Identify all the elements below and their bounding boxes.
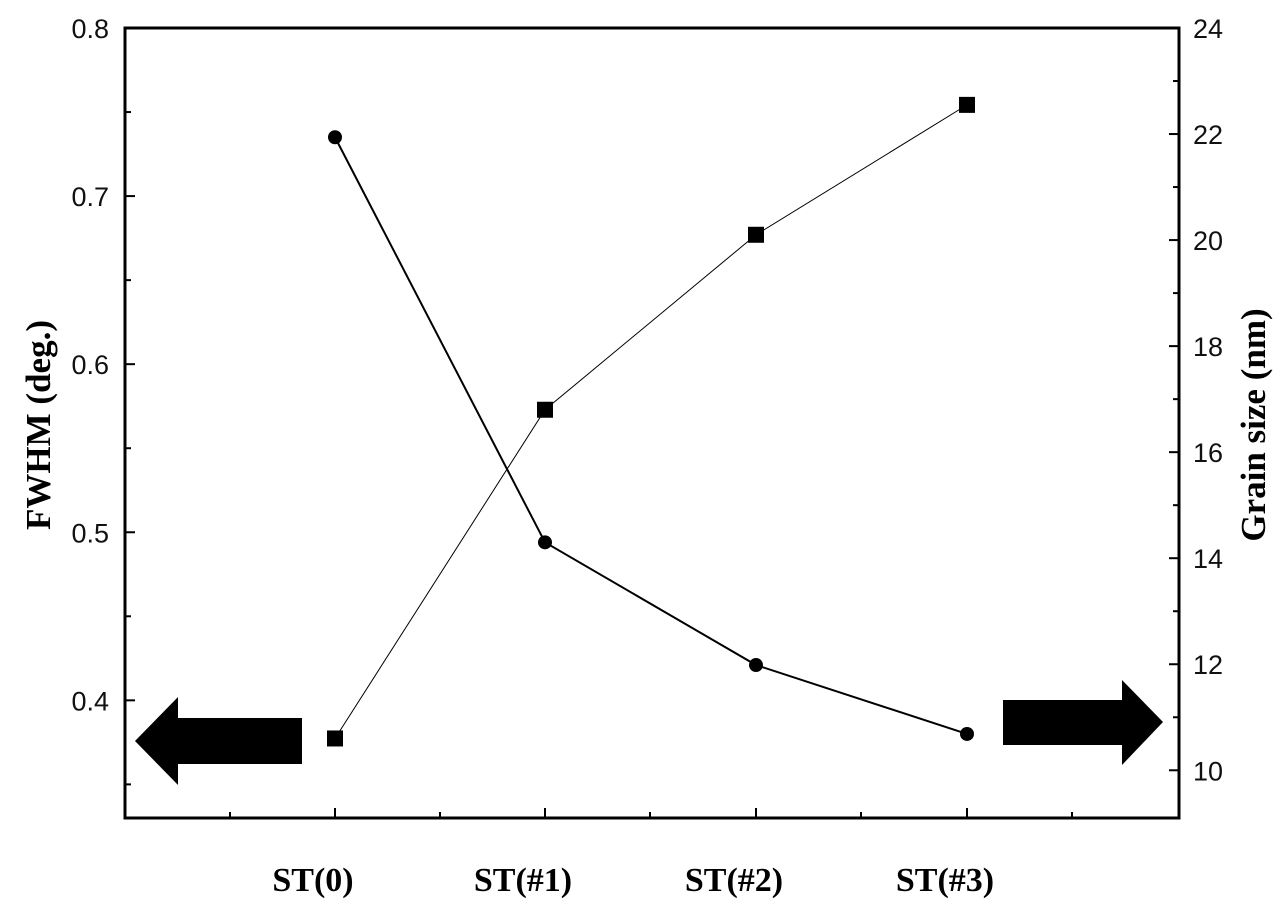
data-point-square (959, 96, 975, 113)
plot-frame (123, 26, 1181, 820)
arrow-right-icon (1003, 680, 1163, 765)
left-tick-label: 0.8 (71, 14, 109, 44)
right-axis-title: Grain size (nm) (1234, 308, 1273, 541)
left-axis-title: FWHM (deg.) (19, 320, 58, 530)
right-tick-label: 16 (1193, 438, 1223, 468)
right-tick-label: 24 (1193, 14, 1223, 44)
data-point-square (537, 401, 553, 418)
x-axis-ticks: ST(0) ST(#1) ST(#2) ST(#3) (229, 808, 1073, 899)
data-point-circle (538, 535, 552, 550)
category-label: ST(#3) (896, 862, 994, 899)
data-point-square (327, 730, 343, 747)
left-axis-ticks: 0.4 0.5 0.6 0.7 0.8 (71, 14, 135, 786)
data-point-circle (328, 130, 342, 145)
right-tick-label: 14 (1193, 544, 1223, 574)
series-line-square (334, 104, 968, 739)
left-tick-label: 0.4 (71, 686, 109, 716)
data-point-circle (749, 658, 763, 673)
left-tick-label: 0.6 (71, 350, 109, 380)
right-tick-label: 12 (1193, 650, 1223, 680)
right-tick-label: 20 (1193, 226, 1223, 256)
series-layer (327, 96, 975, 747)
data-point-circle (960, 726, 974, 741)
right-tick-label: 10 (1193, 756, 1223, 786)
arrow-left-icon (135, 697, 302, 785)
right-axis-ticks: 10 12 14 16 18 20 22 24 (1169, 14, 1223, 786)
left-tick-label: 0.7 (71, 182, 109, 212)
category-label: ST(#2) (685, 862, 783, 899)
right-tick-label: 18 (1193, 332, 1223, 362)
right-tick-label: 22 (1193, 120, 1223, 150)
data-point-square (748, 226, 764, 243)
left-tick-label: 0.5 (71, 518, 109, 548)
category-label: ST(#1) (474, 862, 572, 899)
category-label: ST(0) (272, 862, 353, 899)
series-line-circle (334, 136, 968, 735)
